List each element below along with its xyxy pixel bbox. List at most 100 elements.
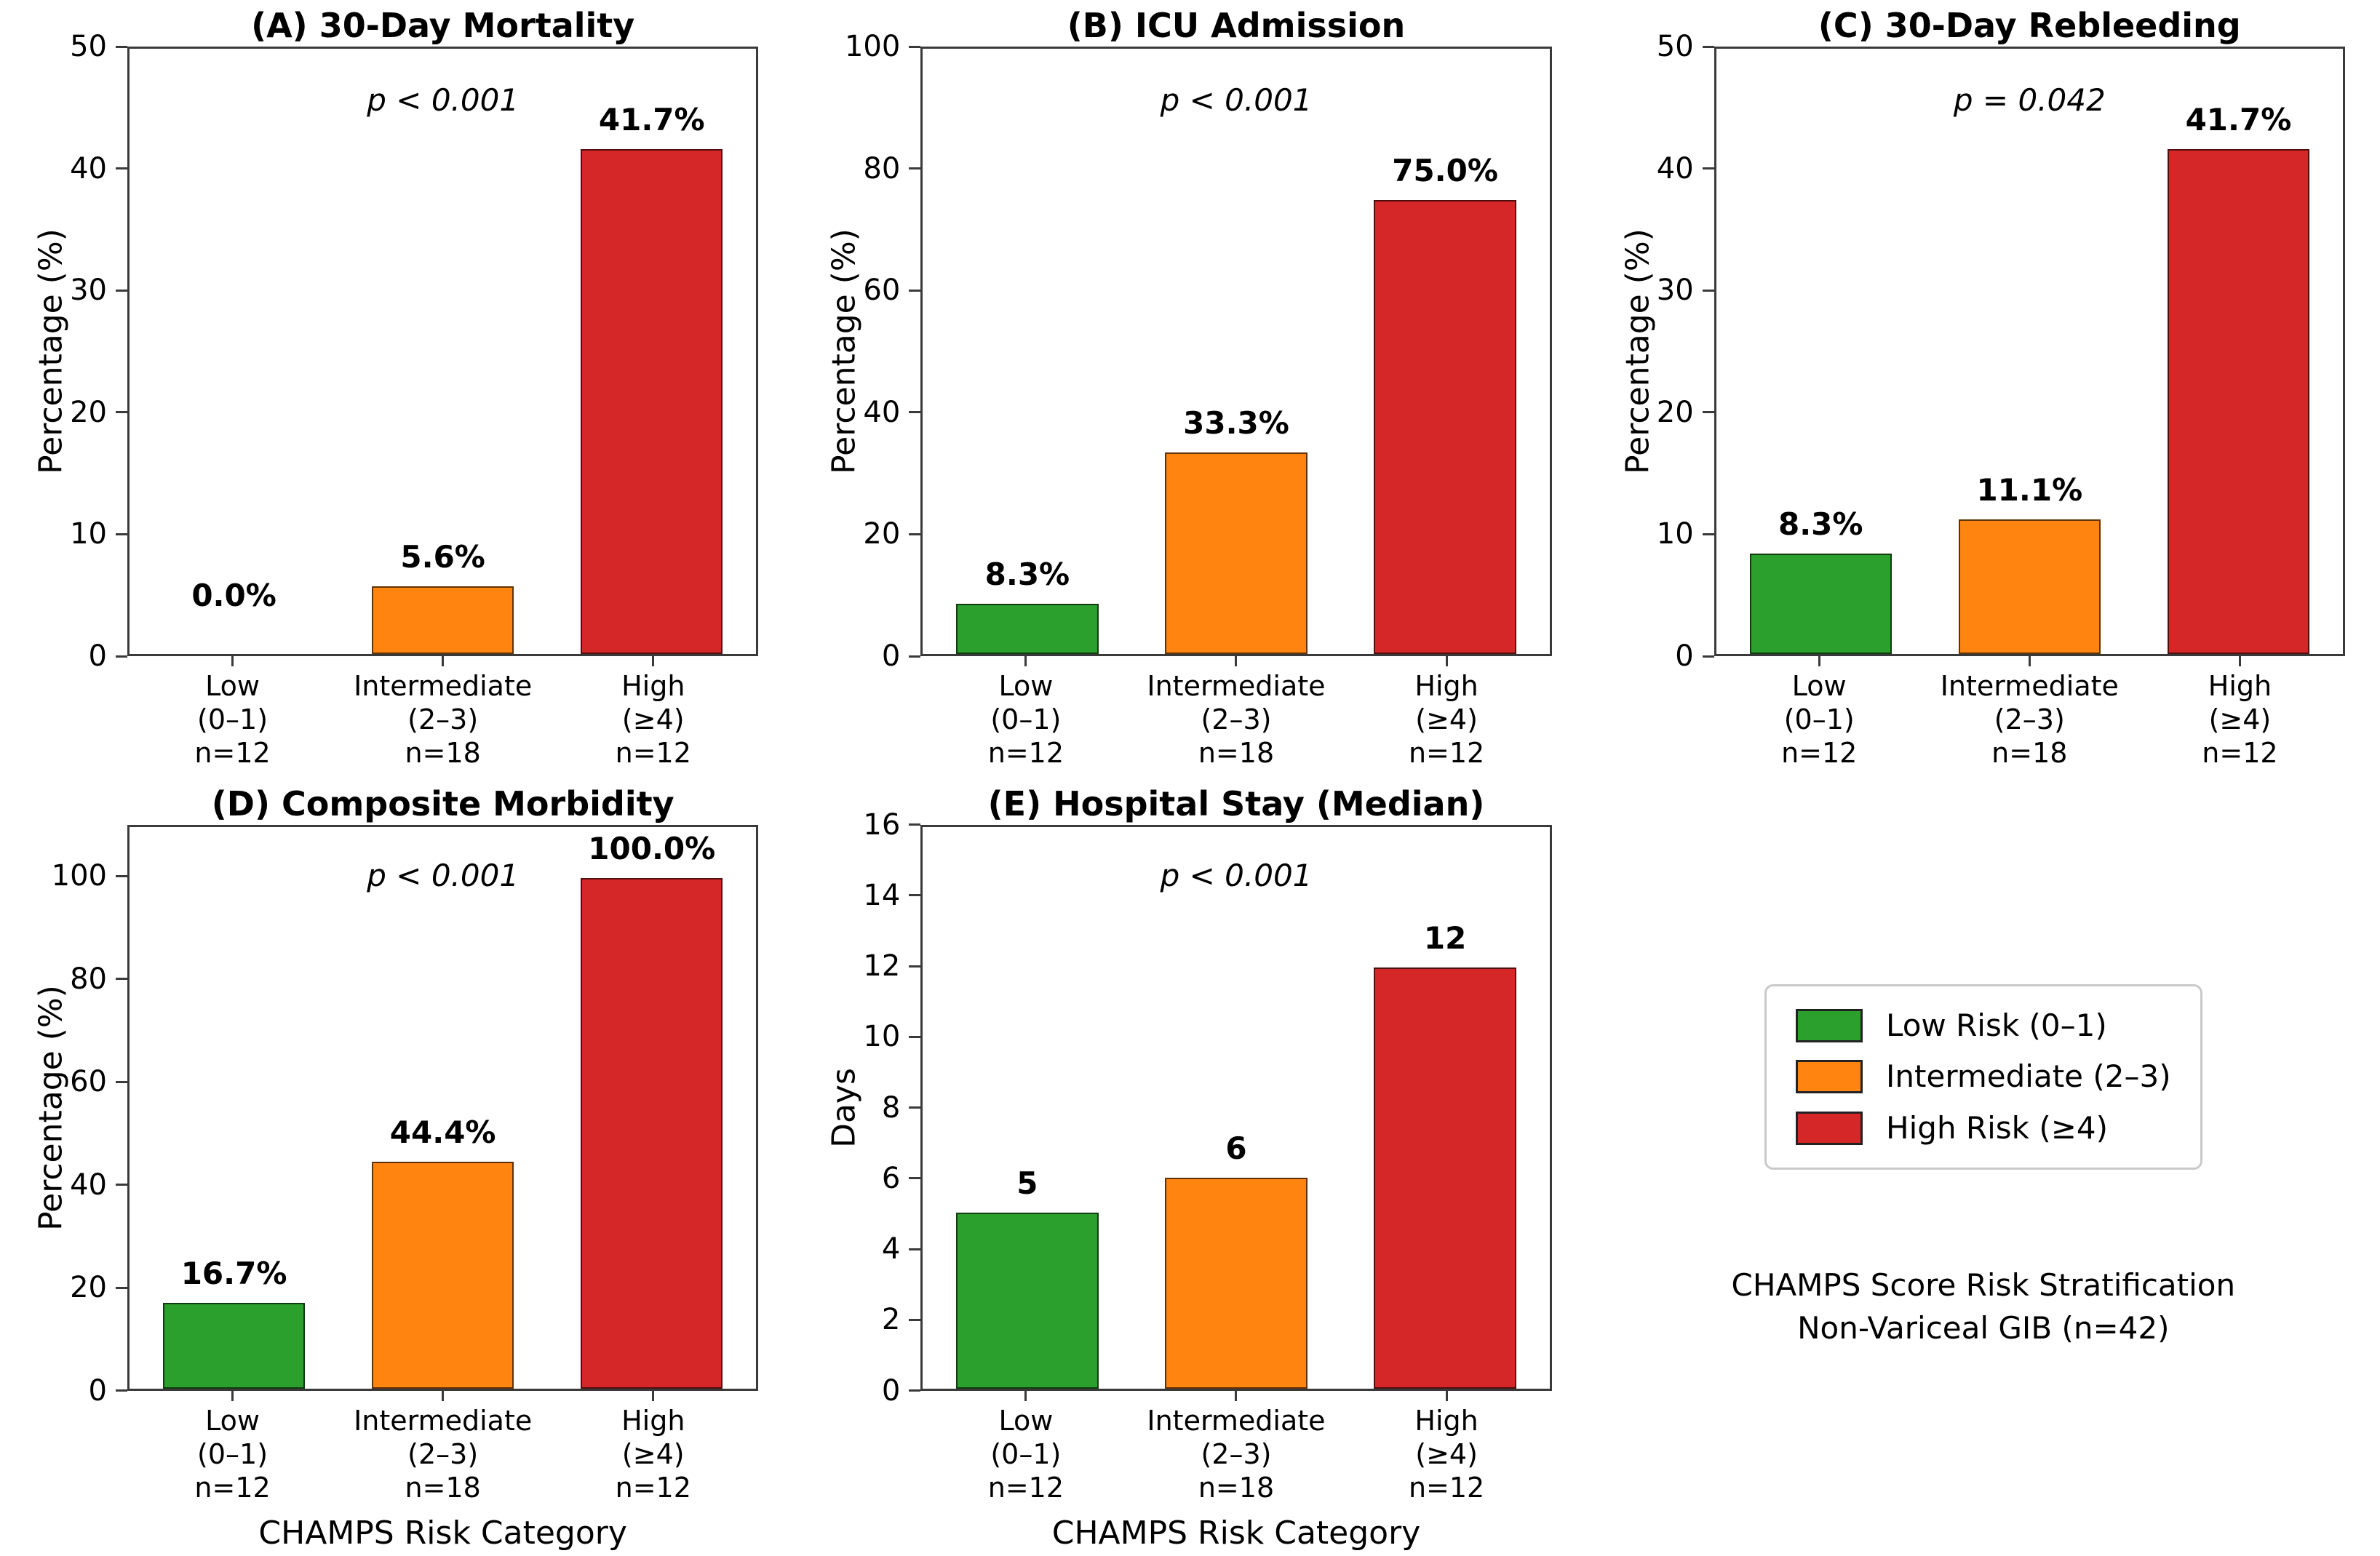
x-tick-line-range: (≥4)	[621, 1437, 685, 1470]
bar-C-high	[2167, 149, 2310, 654]
panel-E: (E) Hospital Stay (Median) Days p < 0.001 5…	[793, 778, 1586, 1556]
x-tick-label-D-intermediate: Intermediate (2–3) n=18	[327, 1404, 560, 1504]
x-tick-line-name: High	[1414, 1404, 1478, 1437]
panel-title-B: (B) ICU Admission	[1067, 6, 1406, 45]
y-tick-mark-A	[116, 655, 127, 658]
x-tick-line-name: Low	[998, 1404, 1054, 1437]
x-tick-line-n: n=12	[194, 1471, 271, 1504]
x-tick-label-E-intermediate: Intermediate (2–3) n=18	[1120, 1404, 1353, 1504]
x-tick-line-n: n=12	[615, 737, 691, 769]
y-tick-mark-C	[1702, 289, 1714, 292]
y-tick-label-D: 60	[70, 1065, 107, 1099]
y-axis-label-A: Percentage (%)	[32, 228, 70, 474]
x-tick-label-A-intermediate: Intermediate (2–3) n=18	[327, 669, 560, 770]
x-tick-line-range: (0–1)	[1783, 703, 1855, 735]
y-tick-mark-C	[1702, 655, 1714, 658]
y-tick-mark-E	[909, 965, 921, 967]
y-tick-label-A: 0	[88, 639, 107, 673]
y-tick-label-C: 20	[1656, 395, 1694, 429]
bar-value-label-A-low: 0.0%	[191, 578, 276, 613]
legend-swatch-icon	[1796, 1060, 1863, 1094]
x-tick-line-n: n=12	[2202, 737, 2278, 769]
legend-item: High Risk (≥4)	[1796, 1109, 2171, 1146]
p-value-annotation-B: p < 0.001	[1160, 82, 1313, 118]
y-tick-mark-E	[909, 894, 921, 897]
bar-A-intermediate	[372, 586, 514, 654]
y-tick-mark-B	[909, 45, 921, 48]
y-tick-label-D: 100	[51, 859, 107, 893]
y-tick-mark-E	[909, 823, 921, 826]
y-tick-mark-A	[116, 45, 127, 48]
legend-item-label: High Risk (≥4)	[1886, 1109, 2109, 1146]
bar-E-intermediate	[1165, 1178, 1308, 1389]
y-tick-mark-E	[909, 1248, 921, 1250]
bar-value-label-C-high: 41.7%	[2185, 102, 2292, 138]
y-tick-mark-C	[1702, 532, 1714, 535]
p-value-annotation-E: p < 0.001	[1160, 857, 1313, 893]
y-axis-label-B: Percentage (%)	[825, 228, 863, 474]
x-tick-mark-E	[1024, 1390, 1027, 1401]
x-tick-line-name: Intermediate	[1147, 1404, 1326, 1437]
bar-value-label-D-low: 16.7%	[180, 1256, 287, 1292]
x-tick-mark-A	[652, 656, 655, 666]
x-tick-label-B-high: High (≥4) n=12	[1330, 669, 1563, 770]
x-tick-line-n: n=18	[405, 1471, 481, 1504]
x-tick-mark-E	[1445, 1390, 1448, 1401]
y-tick-label-C: 50	[1656, 30, 1694, 63]
y-tick-label-E: 10	[863, 1020, 901, 1054]
x-tick-line-n: n=12	[987, 1471, 1064, 1504]
x-tick-line-range: (0–1)	[197, 703, 268, 735]
bar-C-intermediate	[1958, 519, 2101, 654]
x-tick-mark-A	[442, 656, 445, 666]
x-tick-line-range: (≥4)	[1415, 1437, 1478, 1470]
x-axis-label-D: CHAMPS Risk Category	[258, 1514, 627, 1552]
x-tick-label-E-low: Low (0–1) n=12	[910, 1404, 1142, 1504]
panel-title-E: (E) Hospital Stay (Median)	[987, 783, 1485, 823]
y-tick-mark-D	[116, 1184, 127, 1186]
bar-value-label-D-intermediate: 44.4%	[389, 1114, 496, 1150]
x-tick-line-name: High	[621, 1404, 685, 1437]
x-axis-label-E: CHAMPS Risk Category	[1051, 1514, 1421, 1552]
legend-swatch-icon	[1796, 1009, 1863, 1043]
bar-value-label-B-intermediate: 33.3%	[1183, 404, 1289, 441]
x-tick-mark-A	[231, 656, 234, 666]
y-tick-label-E: 14	[863, 878, 901, 912]
p-value-annotation-C: p = 0.042	[1953, 82, 2106, 118]
bar-A-high	[581, 149, 723, 654]
panel-title-A: (A) 30-Day Mortality	[251, 6, 635, 45]
x-tick-line-name: Intermediate	[1147, 670, 1326, 702]
x-tick-line-range: (≥4)	[2208, 703, 2272, 735]
x-tick-line-n: n=18	[1198, 1471, 1275, 1504]
panel-D: (D) Composite Morbidity Percentage (%) p <…	[0, 778, 793, 1556]
caption-line-2: Non-Variceal GIB (n=42)	[1797, 1309, 2170, 1346]
bar-value-label-B-high: 75.0%	[1392, 153, 1498, 188]
bar-value-label-D-high: 100.0%	[588, 830, 716, 866]
y-tick-mark-E	[909, 1106, 921, 1109]
y-tick-label-E: 0	[881, 1373, 901, 1408]
panel-C: (C) 30-Day Rebleeding Percentage (%) p = 0…	[1587, 0, 2380, 778]
x-tick-mark-B	[1445, 656, 1448, 666]
panel-A: (A) 30-Day Mortality Percentage (%) p < 0.…	[0, 0, 793, 778]
x-tick-mark-C	[2028, 656, 2031, 666]
x-tick-line-range: (2–3)	[407, 703, 479, 735]
x-tick-line-name: High	[2208, 670, 2272, 702]
y-tick-label-D: 80	[70, 962, 107, 996]
bar-E-high	[1374, 967, 1516, 1389]
x-tick-label-C-low: Low (0–1) n=12	[1703, 669, 1935, 770]
x-tick-line-n: n=12	[615, 1471, 691, 1504]
y-tick-mark-C	[1702, 411, 1714, 414]
x-tick-line-range: (2–3)	[407, 1437, 479, 1470]
x-tick-line-n: n=12	[1781, 737, 1858, 769]
y-tick-mark-B	[909, 532, 921, 535]
bar-E-low	[956, 1213, 1099, 1389]
bar-value-label-A-high: 41.7%	[598, 102, 705, 138]
y-tick-mark-A	[116, 411, 127, 414]
y-tick-label-B: 80	[863, 151, 901, 185]
y-tick-label-C: 10	[1656, 517, 1694, 551]
x-tick-line-range: (0–1)	[990, 703, 1062, 735]
bar-B-low	[956, 603, 1099, 654]
x-tick-line-range: (≥4)	[1415, 703, 1478, 735]
y-tick-label-A: 20	[70, 395, 107, 429]
p-value-annotation-D: p < 0.001	[367, 857, 520, 893]
